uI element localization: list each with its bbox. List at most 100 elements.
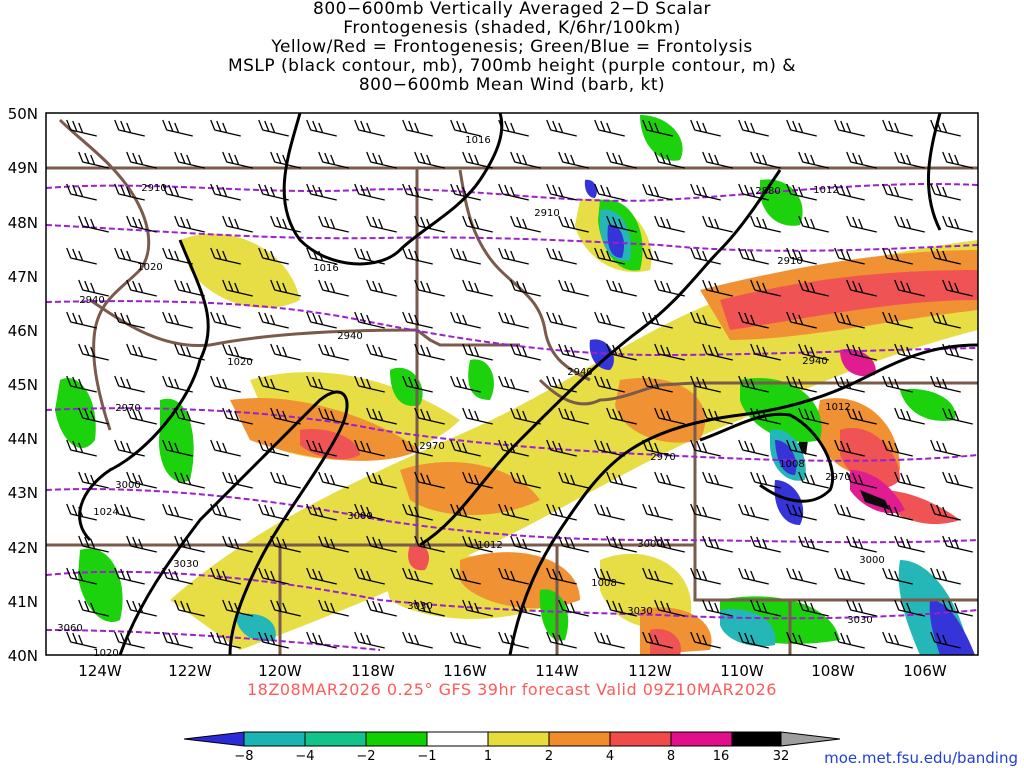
wind-barb — [318, 535, 349, 553]
height-label: 2970 — [419, 441, 444, 452]
wind-barb — [642, 503, 673, 521]
lat-label: 49N — [8, 159, 38, 177]
lon-label: 120W — [258, 662, 302, 680]
wind-barb — [594, 503, 625, 521]
wind-barb — [462, 279, 493, 297]
wind-barb — [174, 343, 205, 361]
wind-barb — [78, 343, 109, 361]
wind-barb — [270, 279, 301, 297]
wind-barb — [546, 183, 577, 201]
lon-label: 114W — [535, 662, 579, 680]
wind-barb — [786, 567, 817, 585]
wind-barb — [498, 119, 529, 137]
colorbar-tick: 1 — [484, 749, 492, 764]
pressure-label: 1012 — [825, 402, 850, 413]
wind-barb — [546, 119, 577, 137]
wind-barb — [318, 599, 349, 617]
wind-barb — [894, 279, 925, 297]
map-title-line-1: 800−600mb Vertically Averaged 2−D Scalar — [313, 0, 711, 19]
wind-barb — [174, 407, 205, 425]
wind-barb — [222, 599, 253, 617]
colorbar-swatch — [670, 731, 733, 747]
wind-barb — [882, 119, 913, 137]
colorbar-tick: −4 — [295, 749, 314, 764]
wind-barb — [930, 503, 961, 521]
wind-barb — [318, 279, 349, 297]
pressure-label: 1020 — [227, 357, 252, 368]
wind-barb — [162, 375, 193, 393]
colorbar-swatch — [304, 731, 367, 747]
wind-barb — [306, 119, 337, 137]
wind-barb — [462, 151, 493, 169]
wind-barb — [258, 567, 289, 585]
wind-barb — [270, 151, 301, 169]
wind-barb — [606, 279, 637, 297]
wind-barb — [402, 439, 433, 457]
wind-barb — [702, 343, 733, 361]
wind-barb — [642, 311, 673, 329]
wind-barb — [558, 407, 589, 425]
wind-barb — [558, 343, 589, 361]
wind-barb — [174, 151, 205, 169]
wind-barb — [942, 535, 973, 553]
wind-barb — [270, 215, 301, 233]
wind-barb — [594, 183, 625, 201]
wind-barb — [414, 151, 445, 169]
wind-barb — [786, 439, 817, 457]
wind-barb — [78, 215, 109, 233]
wind-barb — [162, 631, 193, 649]
wind-barb — [450, 503, 481, 521]
pressure-label: 1016 — [465, 135, 490, 146]
source-url[interactable]: moe.met.fsu.edu/banding — [824, 749, 1018, 767]
wind-barb — [738, 567, 769, 585]
wind-barb — [894, 471, 925, 489]
wind-barb — [114, 119, 145, 137]
wind-barb — [498, 247, 529, 265]
wind-barb — [402, 311, 433, 329]
wind-barb — [798, 215, 829, 233]
wind-barb — [414, 215, 445, 233]
wind-barb — [462, 535, 493, 553]
colorbar-tick: 4 — [606, 749, 614, 764]
wind-barb — [834, 183, 865, 201]
wind-barb — [366, 215, 397, 233]
wind-barb — [690, 119, 721, 137]
wind-barb — [270, 471, 301, 489]
wind-barb — [66, 119, 97, 137]
wind-barb — [894, 215, 925, 233]
wind-barb — [546, 439, 577, 457]
pressure-label: 1008 — [591, 578, 616, 589]
wind-barb — [798, 407, 829, 425]
wind-barb — [798, 343, 829, 361]
wind-barb — [222, 279, 253, 297]
wind-barb — [414, 471, 445, 489]
wind-barb — [210, 119, 241, 137]
wind-barb — [702, 535, 733, 553]
colorbar-swatch — [780, 731, 841, 747]
wind-barb — [450, 247, 481, 265]
pressure-label: 1012 — [477, 540, 502, 551]
wind-barb — [354, 567, 385, 585]
wind-barb — [126, 471, 157, 489]
wind-barb — [594, 119, 625, 137]
wind-barb — [702, 599, 733, 617]
wind-barb — [894, 535, 925, 553]
height-label: 2970 — [650, 452, 675, 463]
wind-barb — [162, 439, 193, 457]
wind-barb — [366, 343, 397, 361]
height-label: 2970 — [825, 472, 850, 483]
wind-barb — [66, 247, 97, 265]
wind-barb — [174, 599, 205, 617]
height-label: 3030 — [173, 559, 198, 570]
wind-barb — [162, 183, 193, 201]
wind-barb — [798, 471, 829, 489]
wind-barb — [738, 247, 769, 265]
wind-barb — [306, 631, 337, 649]
height-label: 2910 — [534, 208, 559, 219]
wind-barb — [834, 439, 865, 457]
wind-barb — [462, 215, 493, 233]
colorbar-tick: 16 — [713, 749, 730, 764]
wind-barb — [798, 599, 829, 617]
pressure-label: 1020 — [93, 648, 118, 659]
wind-barb — [462, 407, 493, 425]
